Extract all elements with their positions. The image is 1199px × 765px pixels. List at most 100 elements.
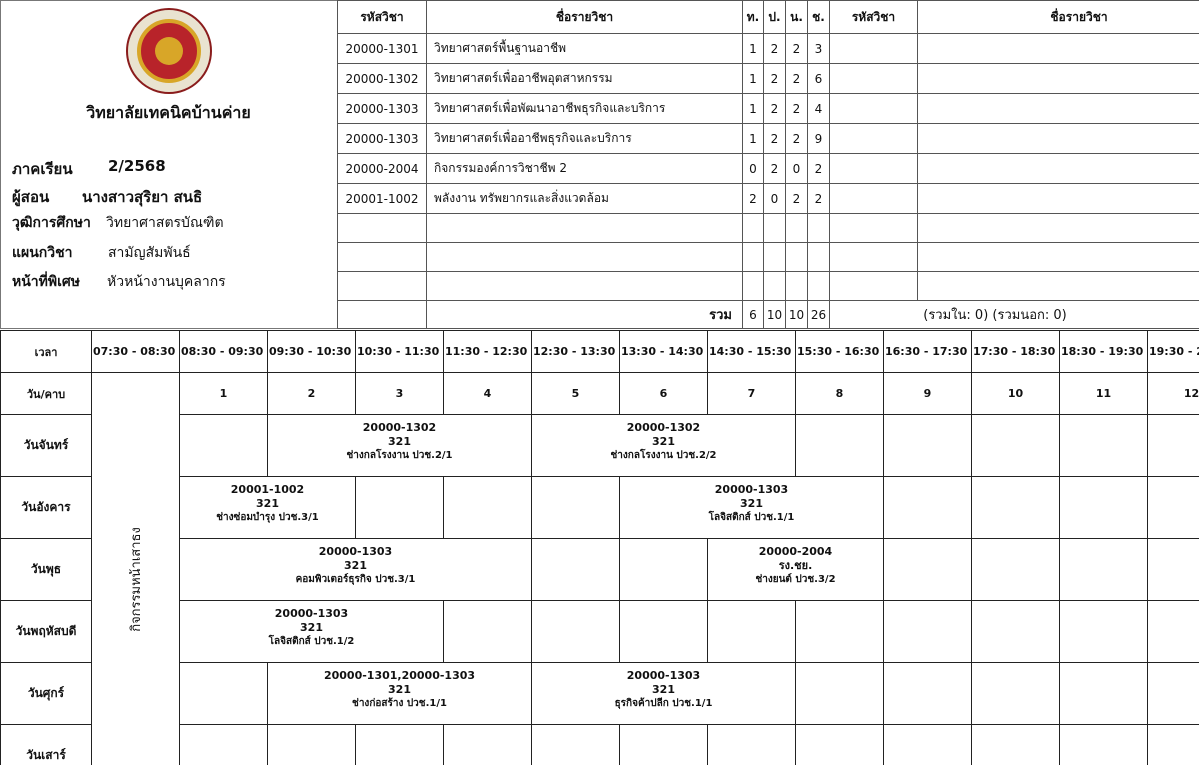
empty-slot [531,476,620,539]
empty-cell [829,33,918,64]
course-cell: 20000-1302 [337,63,427,94]
period-cell: 4 [443,372,532,415]
empty-cell [742,242,764,272]
course-cell: 2 [785,123,808,154]
course-cell: 2 [807,153,830,184]
period-cell: 8 [795,372,884,415]
course-cell: 0 [763,183,786,214]
field-label: ภาคเรียน [12,160,73,178]
course-cell: 2 [742,183,764,214]
empty-slot [1059,724,1148,765]
empty-slot [883,538,972,601]
class-room: 321 [740,497,763,510]
course-cell: 1 [742,63,764,94]
empty-cell [917,33,1199,64]
period-cell: 11 [1059,372,1148,415]
period-cell: 7 [707,372,796,415]
course-cell: 20000-1303 [337,93,427,124]
class-cell: 20000-1303 321 โลจิสติกส์ ปวช.1/1 [619,476,884,539]
total-value: 6 [742,300,764,329]
empty-cell [829,153,918,184]
field-value: วิทยาศาสตรบัณฑิต [106,215,224,231]
time-cell: 12:30 - 13:30 [531,330,620,373]
empty-cell [829,183,918,214]
empty-slot [267,724,356,765]
course-cell: 2 [763,153,786,184]
class-code: 20000-2004 [758,545,833,558]
column-header: รหัสวิชา [829,0,918,34]
empty-slot [971,724,1060,765]
column-header: น. [785,0,808,34]
course-cell: 2 [763,123,786,154]
empty-slot [179,724,268,765]
empty-slot [1059,662,1148,725]
class-code: 20000-1303 [274,607,349,620]
empty-cell [426,242,743,272]
logo [126,8,212,94]
empty-cell [917,93,1199,124]
empty-slot [1059,414,1148,477]
day-name: วันอังคาร [0,476,92,539]
empty-cell [829,271,918,301]
class-code: 20000-1303 [626,669,701,682]
course-cell: 2 [807,183,830,214]
empty-cell [917,63,1199,94]
period-label: วัน/คาบ [0,372,92,415]
class-room: 321 [256,497,279,510]
course-cell: 20000-1301 [337,33,427,64]
class-code: 20000-1302 [626,421,701,434]
empty-cell [337,300,427,329]
class-room: 321 [388,435,411,448]
course-cell: 6 [807,63,830,94]
morning-activity: กิจกรรมหน้าเสาธง [91,372,180,765]
empty-slot [883,414,972,477]
course-cell: วิทยาศาสตร์พื้นฐานอาชีพ [426,33,743,64]
class-room: รง.ชย. [778,559,813,572]
empty-cell [917,123,1199,154]
empty-slot [795,724,884,765]
time-cell: 08:30 - 09:30 [179,330,268,373]
course-cell: 1 [742,33,764,64]
empty-slot [971,600,1060,663]
empty-slot [619,538,708,601]
empty-slot [971,476,1060,539]
class-room: 321 [300,621,323,634]
empty-cell [807,213,830,243]
day-name: วันจันทร์ [0,414,92,477]
period-cell: 5 [531,372,620,415]
empty-slot [707,600,796,663]
empty-slot [971,414,1060,477]
empty-slot [795,600,884,663]
empty-slot [1147,538,1199,601]
empty-cell [807,271,830,301]
column-header: ชื่อรายวิชา [426,0,743,34]
course-cell: 20000-2004 [337,153,427,184]
empty-cell [785,213,808,243]
period-cell: 9 [883,372,972,415]
empty-cell [337,271,427,301]
day-name: วันเสาร์ [0,724,92,765]
empty-slot [531,724,620,765]
total-label: รวม [426,300,743,329]
empty-slot [619,724,708,765]
course-cell: วิทยาศาสตร์เพื่ออาชีพอุตสาหกรรม [426,63,743,94]
class-code: 20000-1303 [318,545,393,558]
empty-slot [1147,600,1199,663]
empty-slot [795,414,884,477]
empty-slot [707,724,796,765]
course-cell: กิจกรรมองค์การวิชาชีพ 2 [426,153,743,184]
empty-cell [742,271,764,301]
empty-slot [1059,476,1148,539]
course-cell: 9 [807,123,830,154]
course-cell: 3 [807,33,830,64]
field-label: วุฒิการศึกษา [12,215,91,231]
class-group: ช่างยนต์ ปวช.3/2 [755,574,836,585]
time-cell: 18:30 - 19:30 [1059,330,1148,373]
time-label: เวลา [0,330,92,373]
empty-cell [807,242,830,272]
course-cell: 20001-1002 [337,183,427,214]
class-room: 321 [652,435,675,448]
empty-cell [763,213,786,243]
empty-slot [179,662,268,725]
